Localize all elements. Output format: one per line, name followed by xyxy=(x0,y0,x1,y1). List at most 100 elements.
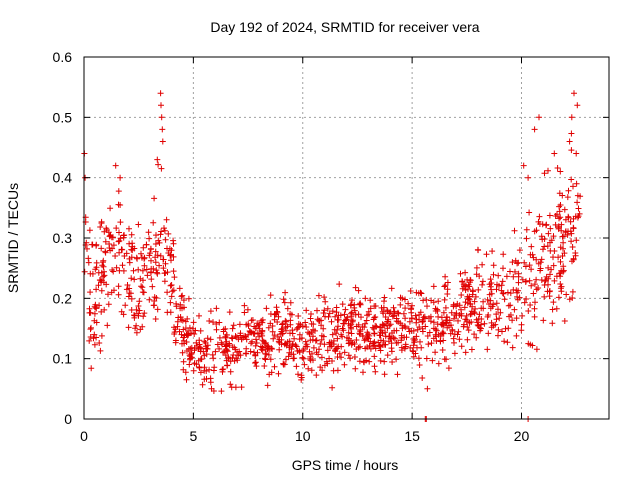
data-point xyxy=(87,334,94,340)
data-point xyxy=(568,176,575,183)
data-point xyxy=(366,358,373,365)
data-point xyxy=(293,363,300,370)
data-point xyxy=(262,356,269,363)
data-point xyxy=(321,362,328,369)
data-point xyxy=(355,344,362,351)
data-point xyxy=(156,262,163,269)
data-point xyxy=(556,208,563,215)
data-point xyxy=(345,352,352,359)
data-point xyxy=(86,305,93,312)
data-point xyxy=(500,290,507,297)
data-point xyxy=(490,271,497,278)
data-point xyxy=(329,331,336,338)
data-point xyxy=(567,218,574,225)
data-point xyxy=(548,237,555,244)
data-point xyxy=(552,221,559,228)
data-point xyxy=(275,313,282,320)
data-point xyxy=(573,180,580,187)
data-point xyxy=(461,304,468,311)
data-point xyxy=(362,295,369,302)
data-point xyxy=(133,329,140,336)
data-point xyxy=(540,317,547,324)
data-point xyxy=(158,114,165,121)
data-point xyxy=(353,323,360,330)
data-point xyxy=(241,302,248,309)
data-point xyxy=(243,321,250,328)
data-point xyxy=(424,303,430,310)
data-point xyxy=(325,313,332,320)
data-point xyxy=(179,317,186,324)
data-point xyxy=(493,300,500,307)
x-tick-label: 5 xyxy=(189,428,197,444)
data-point xyxy=(176,285,183,292)
data-point xyxy=(540,246,546,253)
data-point xyxy=(485,312,492,318)
data-point xyxy=(468,308,475,315)
data-point xyxy=(388,285,395,292)
data-point xyxy=(204,342,211,349)
data-point xyxy=(427,318,434,325)
data-point xyxy=(503,273,510,280)
data-point xyxy=(430,283,437,290)
data-point xyxy=(178,331,185,338)
data-point xyxy=(112,162,119,169)
data-point xyxy=(390,334,397,341)
data-point xyxy=(190,319,197,326)
data-point xyxy=(265,324,272,331)
data-point xyxy=(315,292,322,299)
data-point xyxy=(560,263,567,270)
data-point xyxy=(334,317,341,323)
data-point xyxy=(557,258,564,265)
data-point xyxy=(101,228,108,235)
data-point xyxy=(321,307,328,314)
data-point xyxy=(487,283,494,290)
data-point xyxy=(526,262,533,269)
data-point xyxy=(489,248,496,255)
data-point xyxy=(494,281,500,288)
data-point xyxy=(509,317,516,324)
data-point xyxy=(88,365,95,372)
data-point xyxy=(444,324,451,331)
data-point xyxy=(365,311,372,318)
data-point xyxy=(402,324,409,331)
data-point xyxy=(460,323,467,330)
data-point xyxy=(362,320,369,327)
data-point xyxy=(364,329,371,336)
data-point xyxy=(440,330,447,337)
data-point xyxy=(192,327,199,334)
data-point xyxy=(499,278,506,285)
data-point xyxy=(324,347,331,354)
data-point xyxy=(545,264,552,271)
data-point xyxy=(91,341,98,348)
data-point xyxy=(454,331,461,338)
data-point xyxy=(473,334,480,341)
data-point xyxy=(568,230,575,237)
data-point xyxy=(513,315,520,322)
data-point xyxy=(92,266,99,273)
data-point xyxy=(356,330,363,337)
data-point xyxy=(551,150,558,157)
data-point xyxy=(476,311,483,318)
data-point xyxy=(110,268,117,275)
data-point xyxy=(115,291,122,298)
data-point xyxy=(161,227,168,234)
data-point xyxy=(547,271,553,278)
data-point xyxy=(530,254,537,261)
data-point xyxy=(474,322,481,328)
data-point xyxy=(501,338,508,345)
data-point xyxy=(393,356,400,363)
data-point xyxy=(299,323,306,330)
data-point xyxy=(140,277,146,284)
data-point xyxy=(223,346,230,353)
data-point xyxy=(466,283,473,290)
data-point xyxy=(521,299,528,306)
data-point xyxy=(168,293,175,300)
data-point xyxy=(236,348,243,355)
data-point xyxy=(230,352,237,358)
data-point xyxy=(490,262,497,269)
data-point xyxy=(222,352,229,359)
data-point xyxy=(152,316,159,322)
data-point xyxy=(113,264,120,271)
data-point xyxy=(358,314,364,321)
